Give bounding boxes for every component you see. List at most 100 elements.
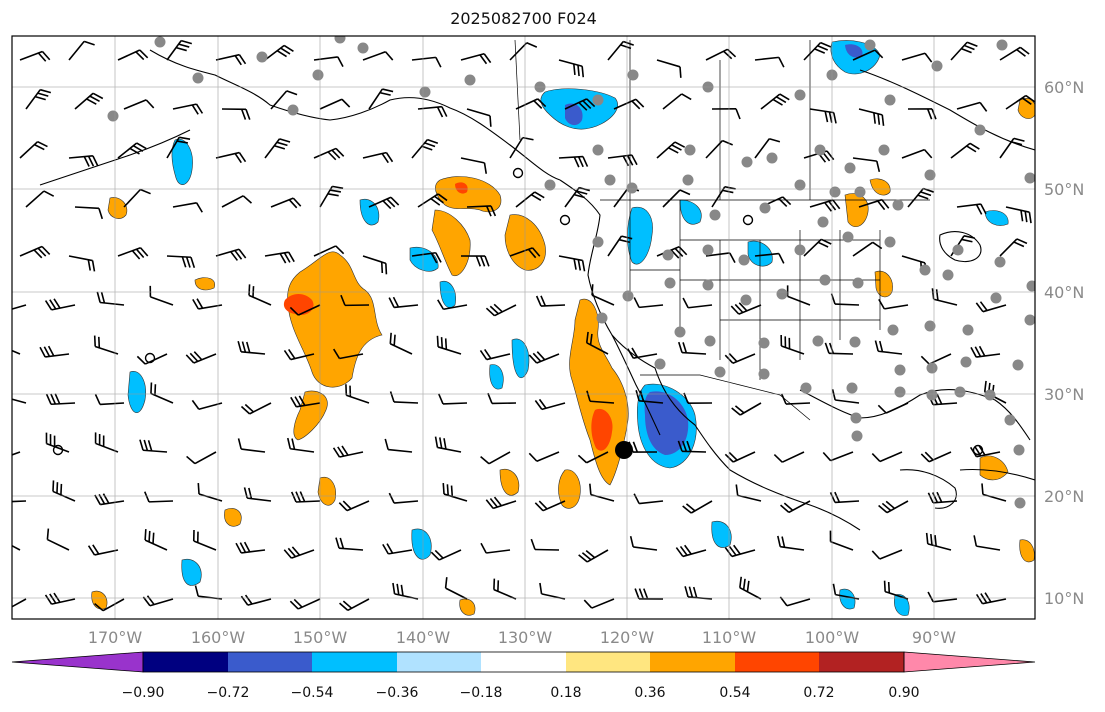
wind-barb-flag bbox=[286, 437, 292, 449]
wind-barb-flag bbox=[487, 392, 493, 404]
wind-barb-flag bbox=[436, 335, 439, 347]
wind-barb-flag bbox=[382, 200, 392, 210]
wind-barb-flag bbox=[37, 247, 47, 257]
wind-barb-flag bbox=[43, 190, 55, 197]
wind-barb-flag bbox=[874, 49, 884, 59]
lon-tick-label: 110°W bbox=[702, 628, 757, 647]
station-marker bbox=[954, 386, 966, 398]
wind-barb-flag bbox=[91, 260, 96, 272]
wind-barb-flag bbox=[620, 44, 632, 50]
wind-barb-flag bbox=[871, 550, 881, 560]
wind-barb-flag bbox=[379, 91, 391, 96]
station-marker bbox=[154, 36, 166, 48]
wind-barb-flag bbox=[384, 438, 389, 450]
station-marker bbox=[812, 335, 824, 347]
wind-barb-flag bbox=[56, 482, 59, 494]
wind-barb-staff bbox=[835, 399, 860, 404]
wind-barb-flag bbox=[923, 149, 933, 159]
wind-barb-flag bbox=[389, 332, 392, 344]
wind-barb-flag bbox=[479, 255, 486, 267]
wind-barb-staff bbox=[781, 451, 805, 463]
wind-barb-flag bbox=[329, 189, 342, 193]
wind-barb-flag bbox=[332, 185, 344, 190]
negative-anomaly-area bbox=[359, 198, 380, 226]
positive-anomaly-area bbox=[194, 277, 216, 291]
state-borders bbox=[629, 200, 881, 380]
wind-barb-flag bbox=[686, 440, 692, 452]
lat-tick-label: 50°N bbox=[1044, 180, 1084, 199]
map-title: 2025082700 F024 bbox=[450, 9, 597, 28]
wind-barb-flag bbox=[237, 438, 242, 450]
wind-barb-flag bbox=[979, 301, 988, 311]
wind-barb-flag bbox=[382, 88, 394, 93]
wind-barb-flag bbox=[961, 47, 972, 54]
station-marker bbox=[702, 279, 714, 291]
station-marker bbox=[758, 337, 770, 349]
wind-barb-flag bbox=[780, 504, 790, 513]
wind-barb-flag bbox=[380, 261, 384, 274]
wind-barb-staff bbox=[221, 195, 244, 208]
wind-barb-flag bbox=[677, 440, 683, 452]
wind-barb-flag bbox=[746, 580, 750, 592]
wind-barb-staff bbox=[411, 56, 436, 61]
negative-anomaly-area bbox=[984, 210, 1009, 226]
wind-barb-flag bbox=[290, 491, 297, 503]
station-marker bbox=[287, 104, 299, 116]
station-marker bbox=[312, 69, 324, 81]
wind-barb-flag bbox=[635, 98, 645, 108]
wind-barb-flag bbox=[144, 529, 147, 541]
wind-barb-staff bbox=[590, 400, 615, 404]
wind-barb-flag bbox=[235, 542, 242, 554]
wind-barb-flag bbox=[248, 487, 253, 499]
wind-barb-flag bbox=[639, 390, 645, 402]
station-marker bbox=[851, 430, 863, 442]
wind-barb-staff bbox=[705, 140, 724, 159]
station-marker bbox=[844, 162, 856, 174]
wind-barb-flag bbox=[631, 347, 639, 358]
wind-barb-staff bbox=[830, 540, 854, 551]
wind-barb-flag bbox=[49, 593, 57, 604]
wind-barb-flag bbox=[683, 392, 689, 404]
wind-barb-flag bbox=[385, 152, 394, 163]
wind-barb-flag bbox=[49, 299, 57, 310]
wind-barb-staff bbox=[12, 500, 27, 503]
colorbar-extend-left bbox=[11, 651, 144, 673]
wind-barb-staff bbox=[394, 500, 419, 504]
wind-barb-flag bbox=[779, 596, 788, 607]
wind-barb-flag bbox=[877, 404, 887, 414]
wind-barb-flag bbox=[87, 545, 96, 556]
wind-barb-flag bbox=[723, 50, 733, 60]
wind-barb-flag bbox=[874, 340, 879, 352]
wind-barb-flag bbox=[139, 439, 144, 451]
wind-barb-staff bbox=[830, 451, 854, 462]
station-marker bbox=[714, 366, 726, 378]
wind-barb-flag bbox=[245, 109, 251, 120]
wind-barb-flag bbox=[935, 289, 939, 301]
wind-barb-flag bbox=[441, 106, 448, 117]
station-marker bbox=[627, 69, 639, 81]
wind-barb-flag bbox=[337, 446, 345, 457]
wind-barb-staff bbox=[102, 598, 125, 612]
wind-barb-flag bbox=[87, 259, 92, 271]
colorbar-segment bbox=[397, 652, 481, 672]
wind-barb-flag bbox=[728, 353, 738, 363]
open-circle-marker bbox=[559, 214, 571, 226]
wind-barb-flag bbox=[733, 544, 741, 555]
wind-barb-flag bbox=[386, 198, 396, 208]
station-marker bbox=[684, 144, 696, 156]
station-marker bbox=[814, 144, 826, 156]
wind-barb-flag bbox=[331, 149, 341, 159]
wind-barb-flag bbox=[195, 202, 203, 213]
wind-barb-flag bbox=[176, 140, 188, 144]
wind-barb-flag bbox=[871, 453, 881, 463]
wind-barb-flag bbox=[179, 136, 191, 140]
great-lakes-outline bbox=[939, 231, 982, 263]
wind-barb-flag bbox=[439, 437, 443, 449]
wind-barb-flag bbox=[573, 156, 580, 168]
wind-barb-staff bbox=[852, 241, 874, 257]
wind-barb-staff bbox=[884, 304, 909, 310]
wind-barb-flag bbox=[742, 578, 746, 590]
wind-barb-flag bbox=[832, 583, 837, 595]
wind-barb-flag bbox=[93, 335, 96, 347]
wind-barb-flag bbox=[685, 503, 696, 512]
